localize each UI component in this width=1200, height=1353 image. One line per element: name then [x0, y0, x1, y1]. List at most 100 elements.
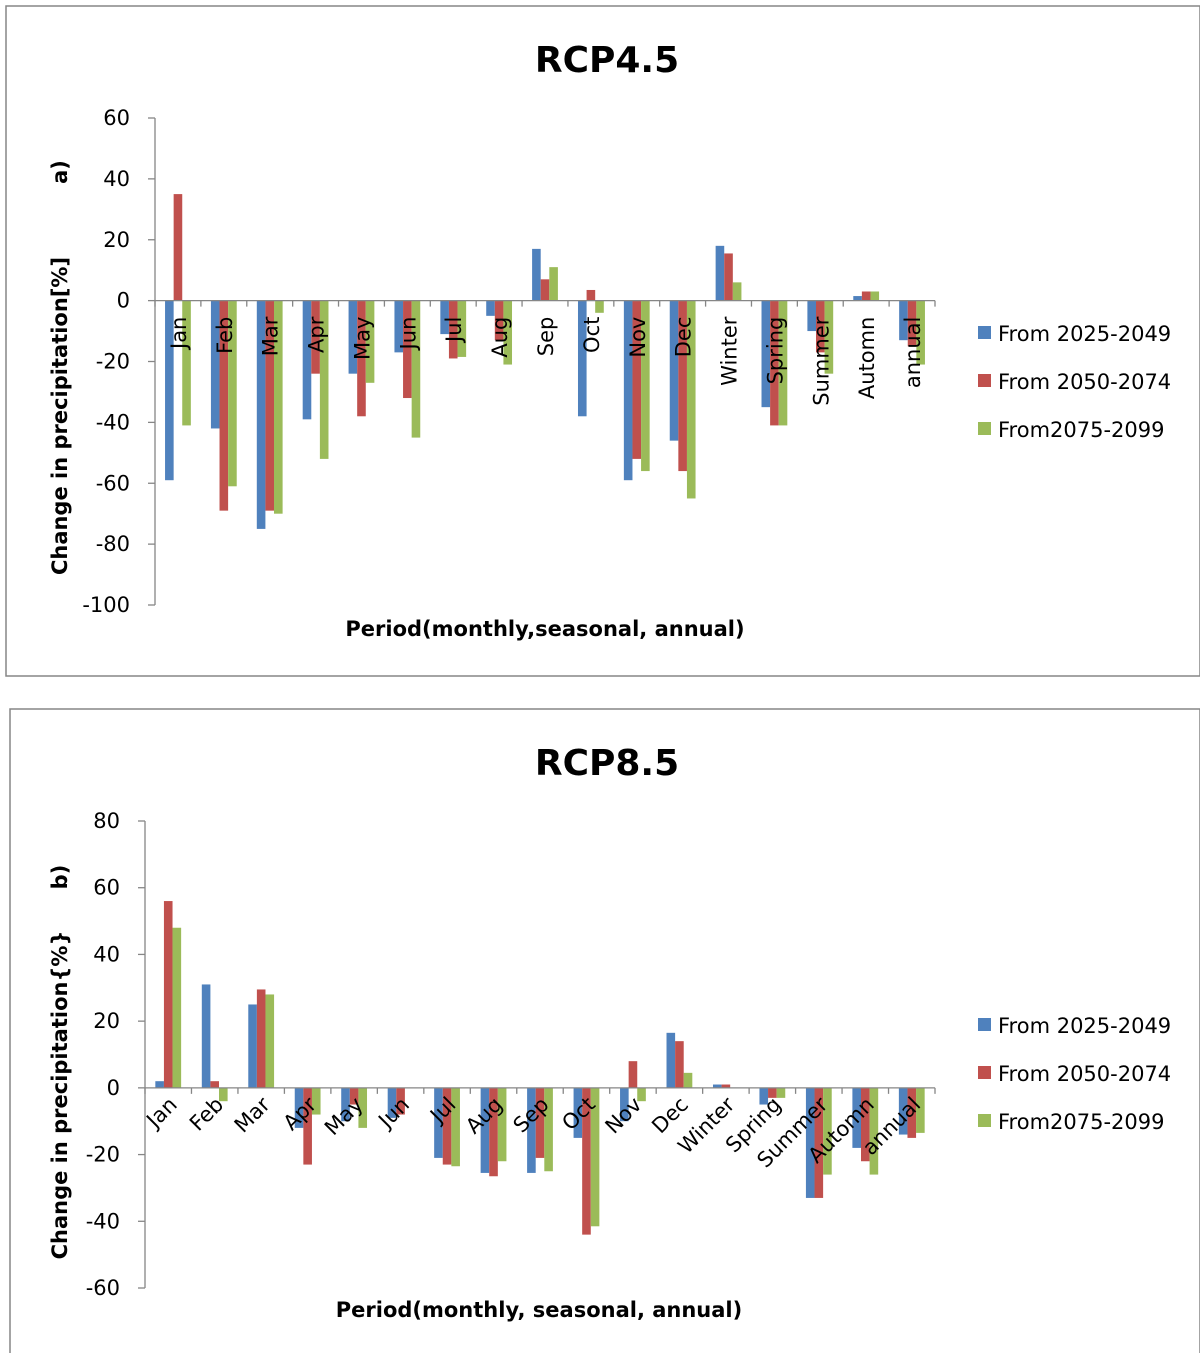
x-tick-label-may: May	[350, 317, 374, 360]
y-tick-label: -20	[86, 1143, 120, 1167]
bar-feb-series-1	[210, 300, 220, 429]
y-tick-label: -80	[96, 532, 130, 556]
bar-jul-series-2	[442, 1087, 452, 1165]
y-tick-label: 60	[93, 876, 120, 900]
x-axis-label: Period(monthly,seasonal, annual)	[345, 617, 744, 641]
bar-may-series-2	[349, 1087, 359, 1105]
bar-oct-series-1	[573, 1087, 583, 1138]
chart-rcp85: RCP8.5 Change in precipitation{%} b) Per…	[9, 708, 1200, 1353]
bar-automn-series-2	[860, 1087, 870, 1162]
bar-dec-series-1	[666, 1032, 676, 1088]
bar-automn-series-2	[861, 291, 871, 301]
bar-may-series-3	[358, 1087, 368, 1128]
chart-rcp45: RCP4.5 Change in precipitation[%] a) Per…	[5, 5, 1200, 677]
bar-jul-series-2	[448, 300, 458, 359]
bar-oct-series-3	[590, 1087, 600, 1227]
bar-feb-series-2	[219, 300, 229, 511]
bar-dec-series-3	[683, 1072, 693, 1088]
chart-panel-rcp45: RCP4.5 Change in precipitation[%] a) Per…	[5, 5, 1200, 677]
y-tick-label: -100	[82, 593, 130, 617]
bar-apr-series-3	[311, 1087, 321, 1115]
bar-jan-series-2	[173, 194, 183, 301]
bar-may-series-1	[348, 300, 358, 374]
bar-summer-series-1	[805, 1087, 815, 1198]
bar-jun-series-1	[394, 300, 404, 353]
bar-aug-series-1	[480, 1087, 490, 1173]
x-tick-label-automn: Automn	[855, 317, 879, 400]
x-axis-label: Period(monthly, seasonal, annual)	[336, 1298, 742, 1322]
bar-aug-series-3	[503, 300, 513, 365]
bar-dec-series-1	[669, 300, 679, 441]
bar-mar-series-2	[256, 989, 266, 1088]
bar-automn-series-1	[852, 1087, 861, 1148]
y-tick-label: 20	[93, 1009, 120, 1033]
bar-jan-series-1	[155, 1081, 164, 1088]
x-tick-label-aug: Aug	[488, 317, 512, 358]
bar-winter-series-1	[715, 245, 725, 301]
y-axis-title: Change in precipitation[%] a)	[48, 160, 72, 575]
bar-feb-series-3	[219, 1087, 228, 1102]
legend-label-series-3: From2075-2099	[998, 1110, 1165, 1134]
bar-annual-series-1	[898, 1087, 908, 1135]
bar-automn-series-3	[869, 1087, 879, 1175]
bar-nov-series-1	[620, 1087, 629, 1122]
y-tick-label: -60	[86, 1276, 120, 1300]
y-axis-label: Change in precipitation{%}	[48, 931, 72, 1260]
legend: From 2025-2049 From 2050-2074 From2075-209…	[978, 1014, 1171, 1134]
legend-label-series-1: From 2025-2049	[998, 322, 1171, 346]
x-tick-label-jan: Jan	[167, 317, 191, 351]
bar-automn-series-3	[870, 291, 880, 301]
y-axis-label: Change in precipitation[%]	[48, 257, 72, 575]
bar-dec-series-2	[675, 1041, 684, 1088]
bar-annual-series-1	[899, 300, 908, 341]
chart-title: RCP8.5	[535, 743, 679, 784]
legend: From 2025-2049 From 2050-2074 From2075-209…	[978, 322, 1171, 442]
bar-may-series-2	[357, 300, 366, 417]
legend-label-series-2: From 2050-2074	[998, 370, 1171, 394]
bar-summer-series-1	[807, 300, 816, 332]
bar-jul-series-3	[451, 1087, 460, 1167]
chart-panel-rcp85: RCP8.5 Change in precipitation{%} b) Per…	[0, 705, 1200, 1353]
bar-annual-series-3	[916, 1087, 925, 1133]
y-tick-label: 20	[103, 228, 130, 252]
bar-summer-series-2	[815, 300, 825, 353]
bar-feb-series-3	[228, 300, 237, 487]
x-tick-label-jun: Jun	[396, 317, 420, 352]
x-tick-label-summer: Summer	[809, 316, 833, 405]
bar-oct-series-1	[577, 300, 587, 417]
y-axis-title: Change in precipitation{%} b)	[48, 865, 72, 1260]
bar-aug-series-1	[486, 300, 495, 316]
y-tick-label: -40	[96, 410, 130, 434]
y-tick-label: 60	[103, 106, 130, 130]
bar-nov-series-3	[641, 300, 650, 472]
chart-title: RCP4.5	[535, 40, 679, 81]
y-tick-label: -20	[96, 350, 130, 374]
bar-jun-series-2	[403, 300, 412, 399]
legend-swatch-series-2	[978, 1066, 991, 1079]
bar-jun-series-1	[387, 1087, 397, 1118]
bar-aug-series-3	[497, 1087, 507, 1162]
bar-spring-series-1	[761, 300, 771, 408]
bar-oct-series-3	[595, 300, 604, 313]
bar-feb-series-1	[201, 984, 211, 1088]
bar-apr-series-1	[302, 300, 312, 420]
bar-mar-series-1	[248, 1004, 257, 1088]
legend-swatch-series-1	[978, 326, 991, 339]
bar-spring-series-3	[778, 300, 788, 426]
x-tick-label-winter: Winter	[718, 316, 742, 386]
bar-apr-series-2	[311, 300, 320, 374]
plot-area: 60 40 20 0 -20 -40 -60 -80 -100 Jan Feb Mar Apr May Ju…	[82, 106, 936, 617]
bar-nov-series-2	[628, 1061, 638, 1088]
x-tick-label-nov: Nov	[626, 317, 650, 358]
x-tick-label-annual: annual	[901, 317, 925, 389]
legend-label-series-2: From 2050-2074	[998, 1062, 1171, 1086]
bar-annual-series-2	[907, 1087, 917, 1138]
bar-spring-series-2	[768, 1087, 777, 1098]
bar-oct-series-2	[586, 289, 596, 301]
y-tick-label: 0	[107, 1076, 120, 1100]
panel-label: a)	[48, 160, 72, 184]
y-tick-label: 80	[93, 809, 120, 833]
bar-sep-series-1	[527, 1087, 536, 1173]
bar-summer-series-3	[823, 1087, 832, 1175]
bar-annual-series-3	[916, 300, 925, 365]
